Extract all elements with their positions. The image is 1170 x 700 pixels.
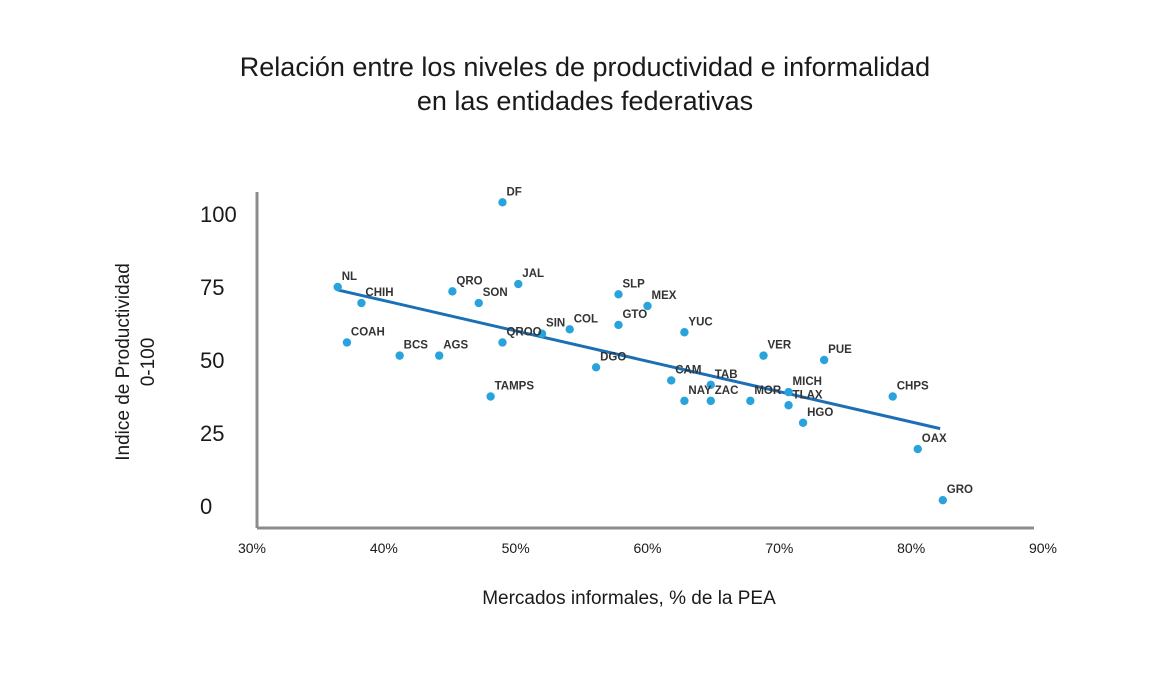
point-label: HGO (807, 407, 833, 419)
point-label: VER (768, 340, 792, 352)
x-axis-title: Mercados informales, % de la PEA (482, 588, 776, 609)
y-tick-label: 75 (200, 275, 224, 300)
chart-title-line-2: en las entidades federativas (416, 86, 754, 116)
point-label: OAX (922, 433, 947, 445)
point-label: DF (506, 186, 521, 198)
data-point (435, 351, 444, 360)
data-point (819, 355, 829, 365)
point-label: MEX (652, 290, 677, 302)
data-point (643, 301, 652, 311)
data-point (342, 338, 352, 347)
x-tick-label: 50% (502, 540, 530, 556)
point-label: TLAX (793, 389, 823, 401)
data-point (667, 376, 676, 385)
point-label: CHPS (897, 381, 929, 393)
data-point (938, 495, 948, 505)
y-tick-label: 0 (200, 494, 212, 519)
data-point (486, 392, 495, 401)
data-point (614, 320, 623, 330)
point-label: QRO (456, 275, 482, 287)
data-point (706, 380, 715, 390)
x-tick-labels: 30% 40% 50% 60% 70% 80% 90% (238, 540, 1057, 556)
data-point (591, 363, 601, 372)
point-label: COAH (351, 326, 385, 338)
point-labels: DF NL JAL QRO SLP CHIH SON MEX GTO COL SIN YUC QROO C… (342, 186, 973, 496)
y-tick-label: 100 (200, 202, 237, 227)
point-label: MOR (754, 385, 782, 397)
data-point (514, 279, 523, 289)
data-point (498, 198, 507, 207)
point-label: MICH (793, 376, 822, 388)
point-label: AGS (443, 340, 468, 352)
data-point (759, 351, 768, 360)
data-point (706, 396, 715, 406)
data-point (395, 351, 404, 360)
point-label: JAL (522, 268, 544, 280)
point-label: DGO (600, 351, 626, 363)
point-label: SON (483, 287, 508, 299)
data-point (888, 392, 897, 401)
point-label: TAMPS (495, 381, 535, 393)
point-label: SLP (622, 278, 645, 290)
data-point (798, 418, 808, 427)
point-label: GTO (622, 309, 647, 321)
point-label: NL (342, 271, 357, 283)
point-label: NAY (688, 385, 712, 397)
data-point (680, 396, 689, 406)
y-tick-labels: 0 25 50 75 100 (200, 202, 237, 519)
trend-line (337, 288, 941, 431)
data-point (498, 338, 507, 347)
x-tick-label: 40% (370, 540, 398, 556)
data-point (537, 329, 547, 338)
point-label: BCS (404, 340, 429, 352)
y-axis-title: Indice de Productividad 0-100 (113, 263, 159, 461)
data-point (784, 401, 793, 410)
y-axis-title-line-2: 0-100 (138, 338, 159, 387)
x-tick-label: 70% (765, 540, 793, 556)
point-label: TAB (715, 369, 738, 381)
point-label: GRO (947, 484, 973, 496)
data-point (565, 325, 574, 334)
y-tick-label: 50 (200, 348, 224, 373)
data-point (448, 287, 457, 296)
chart-title: Relación entre los niveles de productivi… (0, 50, 1170, 118)
point-label: ZAC (715, 385, 739, 397)
x-tick-label: 60% (633, 540, 661, 556)
data-point (333, 282, 342, 292)
point-label: COL (574, 313, 598, 325)
data-point (614, 290, 623, 299)
x-tick-label: 30% (238, 540, 266, 556)
point-label: CAM (675, 364, 701, 376)
data-point (474, 298, 483, 308)
point-label: CHIH (365, 287, 393, 299)
data-point (746, 396, 755, 406)
x-tick-label: 90% (1029, 540, 1057, 556)
point-label: YUC (688, 316, 712, 328)
y-axis-title-line-1: Indice de Productividad (113, 263, 134, 461)
point-label: SIN (546, 318, 565, 330)
data-points (333, 198, 948, 505)
data-point (784, 387, 793, 397)
point-label: PUE (828, 344, 852, 356)
y-tick-label: 25 (200, 421, 224, 446)
data-point (913, 444, 922, 454)
data-point (357, 298, 366, 308)
x-tick-label: 80% (897, 540, 925, 556)
chart-title-line-1: Relación entre los niveles de productivi… (239, 52, 931, 82)
point-label: QROO (506, 326, 541, 338)
data-point (680, 328, 689, 337)
